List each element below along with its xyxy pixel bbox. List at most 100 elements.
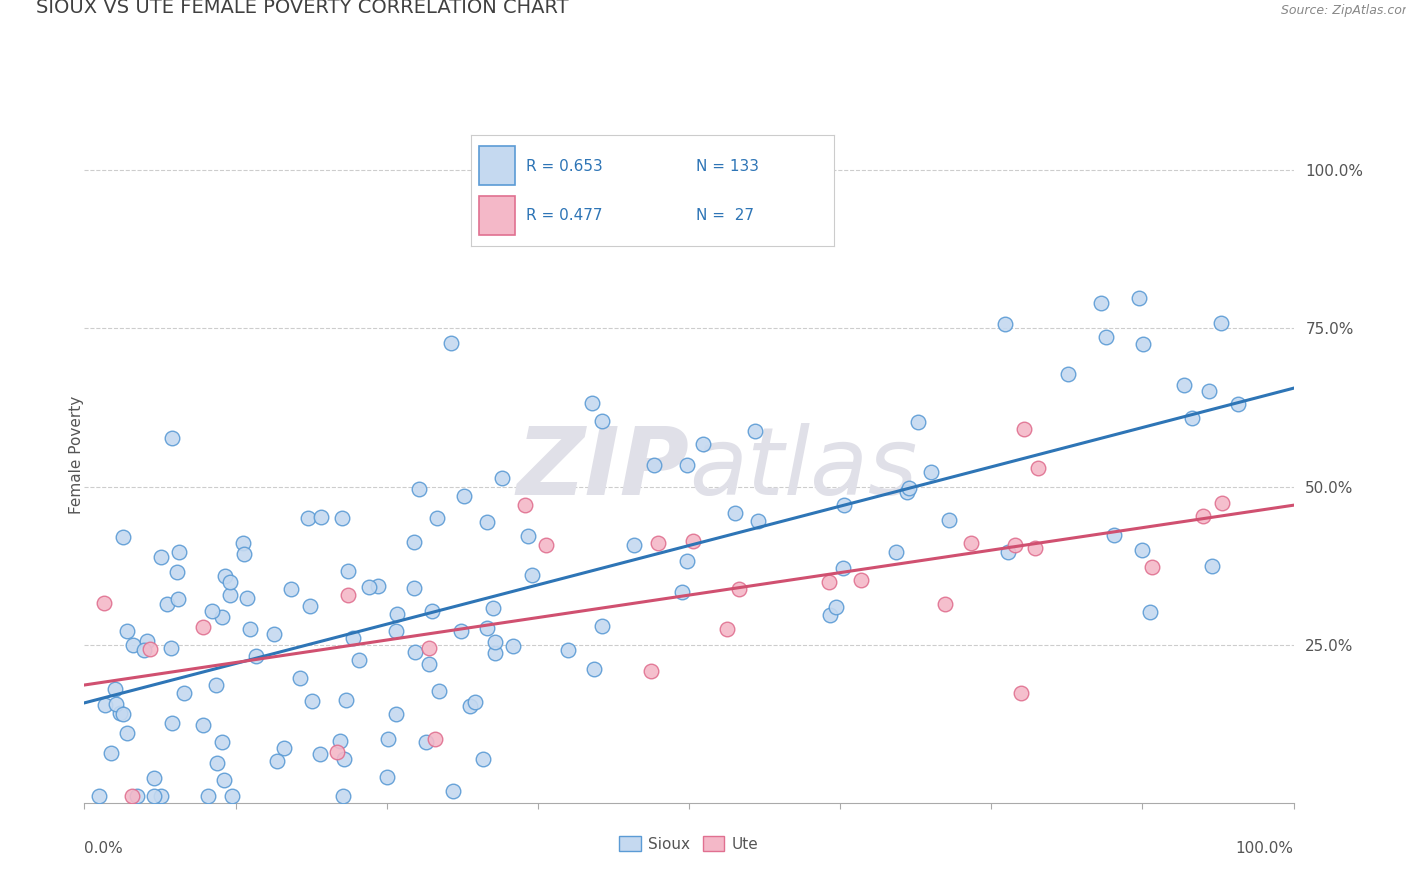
Point	[337, 589, 360, 603]
Point	[671, 585, 693, 599]
Point	[273, 740, 295, 755]
Point	[716, 622, 738, 636]
Point	[214, 569, 236, 583]
Point	[211, 610, 233, 624]
Point	[162, 432, 184, 446]
Point	[115, 726, 138, 740]
Point	[329, 733, 352, 747]
Text: 0.0%: 0.0%	[84, 841, 124, 856]
Point	[404, 644, 426, 658]
Point	[682, 534, 704, 549]
Point	[93, 596, 115, 610]
Point	[219, 588, 242, 602]
Point	[342, 631, 364, 645]
Point	[482, 601, 505, 615]
Point	[191, 620, 214, 634]
Point	[173, 686, 195, 700]
Point	[87, 789, 110, 804]
Point	[1142, 559, 1164, 574]
Point	[1201, 559, 1223, 574]
Point	[907, 415, 929, 429]
Point	[534, 539, 557, 553]
Point	[135, 633, 157, 648]
Point	[477, 621, 499, 635]
Point	[121, 638, 143, 652]
Point	[728, 582, 751, 596]
Point	[138, 641, 160, 656]
Point	[402, 534, 425, 549]
Point	[166, 565, 188, 579]
Point	[1132, 337, 1154, 351]
Point	[522, 568, 544, 582]
Point	[415, 735, 437, 749]
Point	[367, 579, 389, 593]
Point	[125, 789, 148, 804]
Point	[960, 536, 983, 550]
Point	[357, 580, 380, 594]
Point	[132, 642, 155, 657]
Point	[280, 582, 302, 597]
Point	[143, 771, 166, 785]
Point	[623, 538, 645, 552]
Point	[111, 706, 134, 721]
Point	[297, 511, 319, 525]
Point	[299, 599, 322, 613]
Point	[441, 783, 464, 797]
Point	[205, 756, 228, 771]
Point	[385, 707, 408, 722]
Point	[1004, 538, 1026, 552]
Point	[1094, 329, 1116, 343]
Point	[232, 547, 254, 561]
Point	[516, 529, 538, 543]
Point	[149, 789, 172, 803]
Point	[896, 484, 918, 499]
Point	[453, 489, 475, 503]
Point	[491, 471, 513, 485]
Point	[458, 698, 481, 713]
Point	[160, 641, 183, 656]
Point	[309, 510, 332, 524]
Point	[1209, 316, 1232, 330]
Point	[1181, 411, 1204, 425]
Point	[1128, 291, 1150, 305]
Legend: Sioux, Ute: Sioux, Ute	[613, 830, 765, 858]
Point	[938, 513, 960, 527]
Point	[219, 574, 242, 589]
Point	[347, 653, 370, 667]
Point	[301, 694, 323, 708]
Point	[1024, 541, 1046, 555]
Point	[167, 592, 190, 607]
Text: atlas: atlas	[689, 424, 917, 515]
Point	[1139, 606, 1161, 620]
Point	[326, 746, 349, 760]
Point	[934, 597, 956, 611]
Point	[112, 529, 135, 543]
Point	[849, 573, 872, 587]
Point	[236, 591, 259, 605]
Point	[191, 717, 214, 731]
Point	[676, 458, 699, 472]
Point	[115, 624, 138, 638]
Point	[160, 716, 183, 731]
Point	[1227, 397, 1250, 411]
Text: SIOUX VS UTE FEMALE POVERTY CORRELATION CHART: SIOUX VS UTE FEMALE POVERTY CORRELATION …	[37, 0, 568, 17]
Point	[263, 627, 285, 641]
Point	[337, 564, 360, 578]
Point	[997, 544, 1019, 558]
Point	[197, 789, 219, 804]
Point	[418, 640, 440, 655]
Point	[408, 482, 430, 496]
Point	[104, 698, 127, 712]
Point	[288, 671, 311, 685]
Point	[402, 581, 425, 595]
Point	[205, 678, 228, 692]
Point	[100, 746, 122, 760]
Point	[149, 550, 172, 565]
Point	[471, 751, 494, 765]
Point	[110, 706, 132, 720]
Point	[832, 561, 855, 575]
Point	[643, 458, 665, 472]
Text: 100.0%: 100.0%	[1236, 841, 1294, 856]
Point	[155, 598, 177, 612]
Point	[423, 732, 446, 747]
